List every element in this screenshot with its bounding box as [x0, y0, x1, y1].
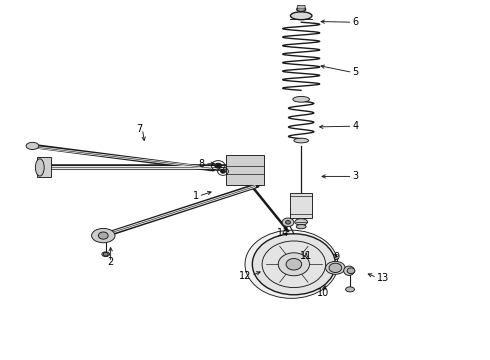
- Circle shape: [215, 163, 221, 168]
- Ellipse shape: [102, 252, 110, 257]
- Ellipse shape: [326, 261, 345, 274]
- Text: 2: 2: [107, 257, 114, 267]
- Ellipse shape: [345, 287, 354, 292]
- Circle shape: [286, 221, 291, 224]
- Ellipse shape: [35, 159, 44, 176]
- Text: 3: 3: [352, 171, 359, 181]
- Ellipse shape: [26, 142, 39, 149]
- Circle shape: [278, 253, 310, 276]
- Circle shape: [252, 234, 335, 295]
- Circle shape: [347, 268, 355, 274]
- Ellipse shape: [291, 12, 312, 20]
- FancyBboxPatch shape: [297, 5, 305, 9]
- Text: 1: 1: [193, 191, 198, 201]
- Ellipse shape: [294, 138, 309, 143]
- Ellipse shape: [343, 266, 354, 275]
- Circle shape: [103, 252, 108, 256]
- Circle shape: [329, 263, 342, 273]
- Bar: [37, 157, 51, 177]
- Ellipse shape: [92, 228, 115, 243]
- Ellipse shape: [295, 219, 308, 225]
- Text: 6: 6: [352, 17, 359, 27]
- Text: 10: 10: [317, 288, 329, 298]
- Ellipse shape: [296, 225, 306, 229]
- Bar: [291, 193, 312, 218]
- Text: 4: 4: [352, 121, 359, 131]
- Circle shape: [245, 230, 338, 298]
- Text: 12: 12: [239, 271, 251, 281]
- Circle shape: [98, 232, 108, 239]
- Text: 14: 14: [277, 228, 289, 238]
- Text: 9: 9: [333, 252, 339, 262]
- Bar: [226, 155, 264, 185]
- Ellipse shape: [293, 96, 310, 102]
- Text: 13: 13: [377, 273, 389, 283]
- Ellipse shape: [297, 7, 306, 12]
- Text: 5: 5: [352, 67, 359, 77]
- Text: 8: 8: [199, 159, 205, 169]
- Circle shape: [220, 170, 225, 173]
- Text: 11: 11: [300, 251, 312, 261]
- Circle shape: [286, 258, 302, 270]
- Text: 7: 7: [136, 124, 143, 134]
- Circle shape: [282, 218, 294, 226]
